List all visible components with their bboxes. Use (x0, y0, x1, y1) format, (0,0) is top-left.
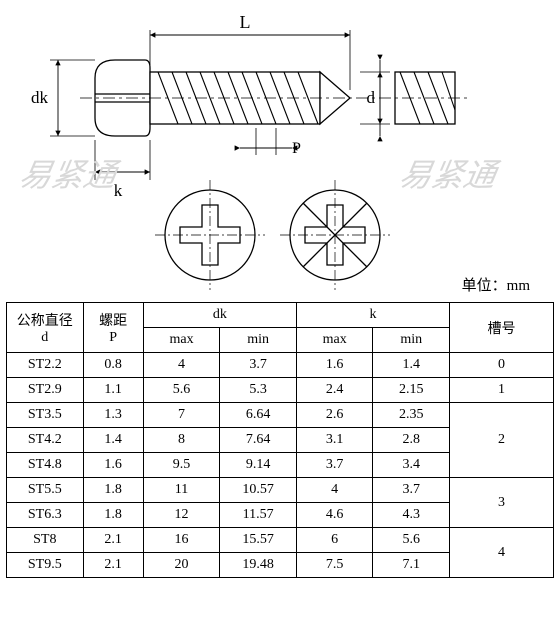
table-cell: 9.5 (143, 453, 220, 478)
table-cell: 7 (143, 403, 220, 428)
table-cell: 9.14 (220, 453, 297, 478)
table-cell: 7.1 (373, 553, 450, 578)
table-cell: 7.64 (220, 428, 297, 453)
table-cell: 2.6 (296, 403, 373, 428)
table-cell: 1.8 (83, 503, 143, 528)
table-cell: 7.5 (296, 553, 373, 578)
table-cell: ST2.9 (7, 378, 84, 403)
table-cell: 0.8 (83, 353, 143, 378)
table-row: ST82.11615.5765.64 (7, 528, 554, 553)
table-cell: 6.64 (220, 403, 297, 428)
table-cell: 11.57 (220, 503, 297, 528)
table-cell: ST6.3 (7, 503, 84, 528)
table-cell: ST3.5 (7, 403, 84, 428)
slot-cell: 3 (450, 478, 554, 528)
table-cell: 4.3 (373, 503, 450, 528)
dim-L: L (240, 12, 251, 32)
hdr-d: 公称直径d (7, 303, 84, 353)
hdr-k-max: max (296, 328, 373, 353)
table-cell: 2.35 (373, 403, 450, 428)
table-cell: ST4.8 (7, 453, 84, 478)
hdr-P: 螺距P (83, 303, 143, 353)
hdr-k: k (296, 303, 449, 328)
hdr-dk-max: max (143, 328, 220, 353)
table-cell: 2.15 (373, 378, 450, 403)
table-cell: 2.4 (296, 378, 373, 403)
hdr-dk: dk (143, 303, 296, 328)
table-cell: 6 (296, 528, 373, 553)
table-cell: 5.6 (373, 528, 450, 553)
table-row: ST2.91.15.65.32.42.151 (7, 378, 554, 403)
table-cell: 15.57 (220, 528, 297, 553)
screw-drawing: L dk k P d (0, 0, 560, 300)
table-cell: 3.4 (373, 453, 450, 478)
table-cell: ST4.2 (7, 428, 84, 453)
table-cell: 4.6 (296, 503, 373, 528)
slot-cell: 2 (450, 403, 554, 478)
table-cell: 12 (143, 503, 220, 528)
table-cell: 1.4 (83, 428, 143, 453)
hdr-k-min: min (373, 328, 450, 353)
table-cell: 4 (296, 478, 373, 503)
table-cell: 3.7 (220, 353, 297, 378)
table-cell: 10.57 (220, 478, 297, 503)
table-cell: 3.7 (373, 478, 450, 503)
table-cell: 19.48 (220, 553, 297, 578)
table-cell: 1.6 (296, 353, 373, 378)
table-cell: 1.1 (83, 378, 143, 403)
dim-k: k (114, 181, 123, 200)
table-cell: 20 (143, 553, 220, 578)
table-cell: 5.3 (220, 378, 297, 403)
table-cell: 3.1 (296, 428, 373, 453)
technical-diagram: 易紧通 易紧通 (0, 0, 560, 300)
table-cell: 1.3 (83, 403, 143, 428)
table-header-row: 公称直径d 螺距P dk k 槽号 (7, 303, 554, 328)
unit-label: 单位：mm (462, 274, 530, 295)
table-cell: 2.8 (373, 428, 450, 453)
table-cell: 4 (143, 353, 220, 378)
table-cell: 3.7 (296, 453, 373, 478)
table-cell: 2.1 (83, 553, 143, 578)
table-cell: ST5.5 (7, 478, 84, 503)
table-cell: ST8 (7, 528, 84, 553)
table-cell: ST2.2 (7, 353, 84, 378)
slot-cell: 1 (450, 378, 554, 403)
table-cell: 11 (143, 478, 220, 503)
dimension-table: 公称直径d 螺距P dk k 槽号 max min max min ST2.20… (0, 300, 560, 588)
slot-cell: 4 (450, 528, 554, 578)
table-cell: 1.4 (373, 353, 450, 378)
table-cell: 5.6 (143, 378, 220, 403)
slot-cell: 0 (450, 353, 554, 378)
dim-d: d (367, 88, 376, 107)
table-row: ST2.20.843.71.61.40 (7, 353, 554, 378)
dim-dk: dk (31, 88, 49, 107)
table-row: ST5.51.81110.5743.73 (7, 478, 554, 503)
table-cell: 1.8 (83, 478, 143, 503)
table-cell: 2.1 (83, 528, 143, 553)
hdr-dk-min: min (220, 328, 297, 353)
table-row: ST3.51.376.642.62.352 (7, 403, 554, 428)
table-cell: 1.6 (83, 453, 143, 478)
dim-P: P (292, 140, 301, 157)
table-cell: 8 (143, 428, 220, 453)
hdr-slot: 槽号 (450, 303, 554, 353)
table-cell: ST9.5 (7, 553, 84, 578)
table-cell: 16 (143, 528, 220, 553)
